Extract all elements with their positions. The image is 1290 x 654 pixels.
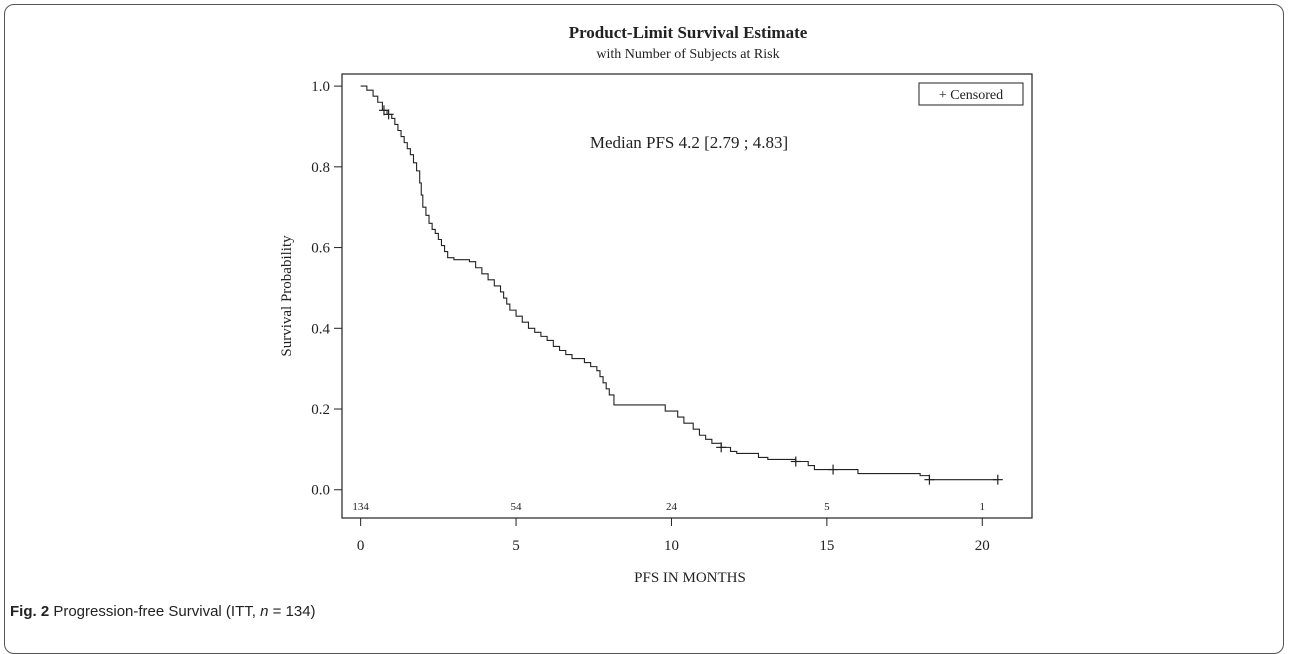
censored-marker [716,442,727,453]
x-axis-ticks: 0 5 10 15 20 [357,518,990,554]
caption-text-end: = 134) [268,603,316,620]
x-tick-label: 10 [664,538,679,554]
y-axis-label: Survival Probability [279,235,295,357]
figure-caption: Fig. 2 Progression-free Survival (ITT, n… [10,603,316,620]
at-risk-count: 24 [666,501,678,513]
x-tick-label: 5 [512,538,520,554]
censored-marker [790,456,801,467]
y-tick-label: 0.0 [311,483,330,499]
legend: + Censored [918,82,1024,106]
legend-box [918,82,1024,106]
censored-markers [378,105,1003,485]
survival-curve [360,85,998,481]
x-tick-label: 0 [357,538,365,554]
censored-marker [828,464,839,475]
y-tick-label: 0.4 [311,321,330,337]
chart-title: Product-Limit Survival Estimate [569,23,808,42]
censored-marker [378,105,389,116]
x-tick-label: 15 [819,538,834,554]
chart-subtitle: with Number of Subjects at Risk [596,47,779,62]
caption-label: Fig. 2 [10,603,50,620]
y-axis-ticks: 0.0 0.2 0.4 0.6 0.8 1.0 [311,79,342,499]
censored-marker [383,109,394,120]
at-risk-count: 1 [980,501,986,513]
y-tick-label: 0.8 [311,160,330,176]
at-risk-counts: 134 54 24 5 1 [352,501,985,513]
median-pfs-annotation: Median PFS 4.2 [2.79 ; 4.83] [590,133,788,152]
censored-marker [992,474,1003,485]
at-risk-count: 134 [352,501,369,513]
censored-marker [924,474,935,485]
caption-n-symbol: n [260,603,269,620]
survival-chart: Product-Limit Survival Estimate with Num… [279,23,1033,586]
x-tick-label: 20 [975,538,990,554]
plot-area [341,73,1033,519]
y-tick-label: 0.2 [311,402,330,418]
legend-label: + Censored [939,88,1003,103]
at-risk-count: 5 [824,501,830,513]
at-risk-count: 54 [511,501,523,513]
y-tick-label: 0.6 [311,241,330,257]
y-tick-label: 1.0 [311,79,330,95]
x-axis-label: PFS IN MONTHS [634,570,746,586]
caption-text: Progression-free Survival (ITT, [49,603,261,620]
